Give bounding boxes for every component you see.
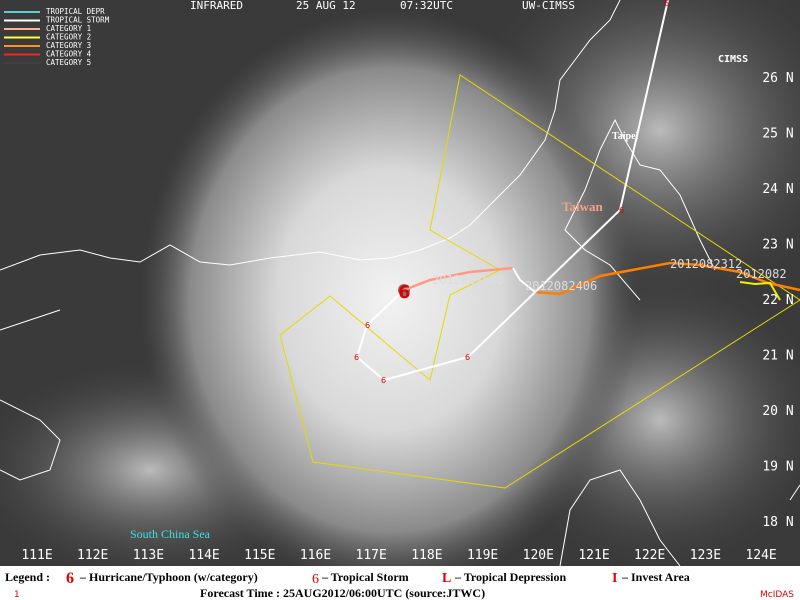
legend-label: TROPICAL STORM [46, 16, 110, 25]
longitude-label: 123E [690, 548, 721, 563]
logo: CIMSS [718, 54, 748, 65]
latitude-label: 21 N [762, 349, 793, 364]
source: UW-CIMSS [522, 0, 575, 12]
latitude-label: 24 N [762, 182, 793, 197]
storm-icon: 6 [312, 572, 319, 587]
invest-icon: I [612, 571, 617, 586]
legend-label: TROPICAL DEPR [46, 7, 105, 16]
legend-label: CATEGORY 2 [46, 33, 91, 42]
latitude-label: 26 N [762, 71, 793, 86]
legend-label: CATEGORY 4 [46, 50, 92, 59]
recent-track [512, 267, 536, 293]
legend-typhoon: – Hurricane/Typhoon (w/category) [79, 570, 258, 584]
latitude-label: 23 N [762, 238, 793, 253]
island-label: Taiwan [562, 199, 603, 214]
track-time: 2012082312 [670, 257, 742, 271]
legend-storm: – Tropical Storm [321, 570, 409, 584]
date: 25 AUG 12 [296, 0, 356, 12]
forecast-time: Forecast Time : 25AUG2012/06:00UTC (sour… [200, 586, 485, 600]
longitude-labels: 111E 112E 113E 114E 115E 116E 117E 118E 119E 120E… [21, 548, 776, 563]
legend-label: CATEGORY 5 [46, 58, 91, 67]
svg-text:6: 6 [365, 321, 370, 330]
latitude-label: 19 N [762, 460, 793, 475]
legend-title: Legend : [5, 570, 50, 584]
depression-icon: L [442, 571, 451, 586]
coastlines [0, 0, 800, 567]
longitude-label: 119E [467, 548, 498, 563]
legend-invest: – Invest Area [621, 570, 690, 584]
forecast-track [355, 0, 669, 382]
frame-number: 1 [14, 590, 20, 600]
brand: McIDAS [760, 590, 794, 600]
product: INFRARED [190, 0, 243, 12]
longitude-label: 120E [523, 548, 554, 563]
svg-text:6: 6 [465, 353, 470, 362]
latitude-label: 18 N [762, 515, 793, 530]
recent-track [403, 266, 514, 292]
svg-text:6: 6 [619, 206, 624, 215]
longitude-label: 121E [578, 548, 609, 563]
sea-label: South China Sea [130, 527, 211, 541]
longitude-label: 112E [77, 548, 108, 563]
typhoon-cloud [140, 10, 640, 590]
track-times: 2012082500 2012082406 2012082312 2012082 [432, 257, 787, 293]
longitude-label: 124E [745, 548, 776, 563]
legend-depression: – Tropical Depression [454, 570, 566, 584]
longitude-label: 113E [133, 548, 164, 563]
legend-label: CATEGORY 1 [46, 24, 91, 33]
track-time: 2012082500 [432, 273, 504, 287]
history-track [534, 261, 800, 296]
time: 07:32UTC [400, 0, 453, 12]
history-track [739, 281, 781, 301]
longitude-label: 122E [634, 548, 665, 563]
track-time: 2012082 [736, 267, 787, 281]
longitude-label: 116E [300, 548, 331, 563]
svg-text:6: 6 [354, 353, 359, 362]
svg-text:6: 6 [664, 0, 669, 8]
longitude-label: 115E [244, 548, 275, 563]
longitude-label: 118E [411, 548, 442, 563]
city-label: Taipei [612, 131, 639, 142]
legend-bar [0, 566, 800, 600]
longitude-label: 111E [21, 548, 52, 563]
header: INFRARED 25 AUG 12 07:32UTC UW-CIMSS [190, 0, 575, 12]
current-symbol: 6 [398, 282, 411, 303]
track-time: 2012082406 [525, 279, 597, 293]
legend-label: CATEGORY 3 [46, 41, 91, 50]
typhoon-icon: 6 [66, 570, 74, 587]
latitude-label: 25 N [762, 127, 793, 142]
forecast-cone [279, 74, 800, 489]
latitude-labels: 26 N 25 N 24 N 23 N 22 N 21 N 20 N 19 N 18 N [762, 71, 793, 530]
latitude-label: 20 N [762, 404, 793, 419]
forecast-symbols: 6 6 6 6 6 6 [354, 0, 669, 385]
svg-text:6: 6 [381, 376, 386, 385]
bottom-legend: Legend : 6 – Hurricane/Typhoon (w/catego… [5, 570, 690, 600]
longitude-label: 117E [356, 548, 387, 563]
longitude-label: 114E [188, 548, 219, 563]
latitude-label: 22 N [762, 293, 793, 308]
